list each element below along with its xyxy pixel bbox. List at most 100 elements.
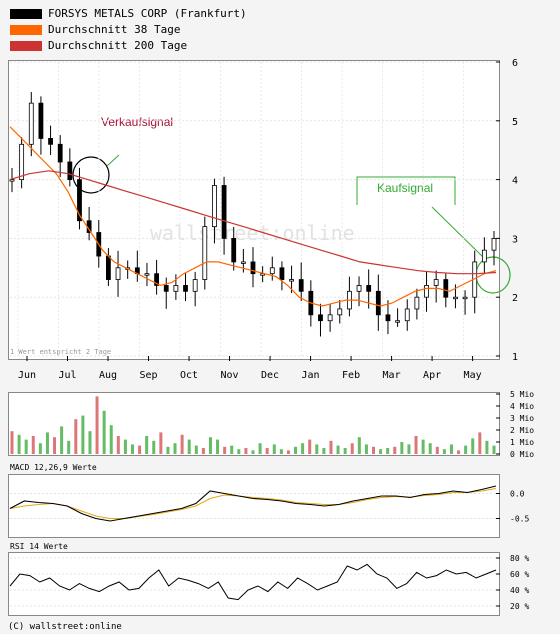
price-candle (250, 261, 256, 275)
volume-bar (138, 445, 142, 454)
volume-bar (407, 444, 411, 454)
buy-signal-bracket (356, 176, 456, 205)
price-candle (481, 249, 487, 263)
volume-bar (357, 437, 361, 454)
price-y-tick-label: 2 (512, 293, 518, 304)
volume-bar (428, 443, 432, 454)
volume-bar (123, 439, 127, 454)
rsi-y-tick-label: 20 % (510, 602, 529, 611)
volume-bar (400, 442, 404, 454)
price-candle (202, 226, 208, 280)
volume-bar (145, 436, 149, 454)
volume-bar (67, 440, 71, 454)
price-candle (356, 285, 362, 292)
price-candle (115, 267, 121, 280)
volume-bar (166, 446, 170, 454)
volume-bar (272, 444, 276, 454)
price-candle (144, 273, 150, 276)
volume-bar (17, 434, 21, 454)
price-y-tick-label: 4 (512, 176, 518, 187)
chart-legend: FORSYS METALS CORP (Frankfurt) Durchschn… (10, 6, 247, 54)
volume-bar (131, 444, 134, 454)
footer-copyright: (C) wallstreet:online (8, 622, 122, 632)
volume-bar (194, 445, 198, 454)
price-candle (462, 296, 468, 300)
volume-bar (435, 446, 439, 454)
volume-bar (315, 444, 319, 454)
volume-bar (187, 439, 191, 454)
legend-label-price: FORSYS METALS CORP (Frankfurt) (48, 7, 247, 20)
sell-signal-pointer (106, 154, 120, 167)
volume-bar (343, 448, 347, 454)
price-candle (106, 255, 111, 280)
legend-item-price: FORSYS METALS CORP (Frankfurt) (10, 6, 247, 22)
sell-signal-label: Verkaufsignal (101, 115, 173, 129)
price-candle (385, 314, 391, 322)
buy-signal-label: Kaufsignal (377, 181, 433, 195)
price-candle (173, 285, 179, 292)
ma200-line (9, 170, 497, 275)
month-tick-label: Jun (18, 370, 36, 381)
volume-bar (457, 450, 461, 454)
price-candle (327, 314, 333, 322)
price-candle (212, 185, 217, 228)
volume-y-tick-label: 3 Mio (510, 414, 534, 423)
price-y-tick-label: 1 (512, 352, 518, 363)
price-candle (453, 296, 458, 300)
volume-bar (201, 448, 205, 454)
rsi-title: RSI 14 Werte (10, 542, 68, 551)
volume-bar (286, 450, 290, 454)
volume-bar (279, 449, 283, 454)
price-candle (67, 161, 73, 181)
volume-bar (244, 448, 248, 454)
volume-bar (265, 448, 269, 454)
volume-bar (53, 437, 57, 454)
price-candle (414, 296, 420, 310)
macd-y-tick-label: 0.0 (510, 490, 525, 499)
volume-bar (95, 396, 99, 454)
volume-bar (294, 446, 298, 454)
volume-y-tick-label: 4 Mio (510, 402, 534, 411)
month-tick-label: Aug (99, 370, 117, 381)
price-candle (19, 143, 25, 181)
ma38-line (9, 126, 497, 307)
price-candle (269, 267, 275, 275)
volume-bar (38, 443, 42, 454)
price-panel (8, 60, 500, 360)
volume-bar (379, 449, 383, 454)
volume-bar (301, 443, 305, 454)
price-candle (289, 279, 294, 282)
legend-swatch-ma200 (10, 41, 42, 51)
month-tick-label: Oct (180, 370, 198, 381)
volume-bar (336, 445, 340, 454)
volume-bar (414, 436, 418, 454)
volume-bar (208, 437, 212, 454)
volume-bar (464, 445, 468, 454)
price-candle (337, 308, 343, 316)
price-candle (424, 285, 429, 298)
volume-bar (24, 439, 28, 454)
volume-bar (159, 432, 163, 454)
month-tick-label: Apr (423, 370, 441, 381)
volume-bar (485, 440, 489, 454)
price-candle (491, 237, 497, 251)
rsi-y-tick-label: 60 % (510, 570, 529, 579)
price-candle (298, 279, 304, 292)
month-tick-label: May (464, 370, 482, 381)
price-candle (154, 273, 160, 286)
price-candle (366, 285, 372, 292)
legend-item-ma200: Durchschnitt 200 Tage (10, 38, 247, 54)
legend-swatch-ma38 (10, 25, 42, 35)
price-candle (443, 279, 449, 298)
volume-bar (364, 444, 368, 454)
volume-bar (180, 434, 184, 454)
price-candle (375, 290, 381, 316)
volume-y-tick-label: 0 Mio (510, 450, 534, 459)
volume-bar (492, 445, 496, 454)
volume-bar (449, 444, 453, 454)
volume-bar (31, 436, 35, 454)
month-tick-label: Mar (383, 370, 401, 381)
volume-bar (230, 445, 234, 454)
volume-bar (308, 439, 312, 454)
